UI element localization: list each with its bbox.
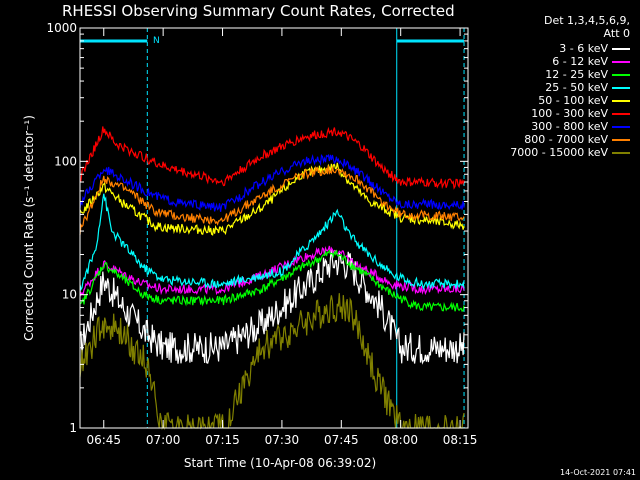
legend-header: Det 1,3,4,5,6,9, Att 0: [543, 14, 630, 40]
legend: 3 - 6 keV 6 - 12 keV 12 - 25 keV 25 - 50 ke…: [478, 42, 634, 159]
legend-label: 7000 - 15000 keV: [510, 146, 608, 159]
x-tick-label-2: 07:15: [205, 433, 240, 447]
legend-swatch: [612, 113, 630, 115]
x-tick-label-1: 07:00: [146, 433, 181, 447]
legend-entry: 25 - 50 keV: [478, 81, 634, 94]
series-line-1: [79, 245, 465, 297]
legend-label: 3 - 6 keV: [559, 42, 608, 55]
legend-swatch: [612, 139, 630, 141]
legend-swatch: [612, 48, 630, 50]
axes: [79, 27, 469, 429]
series-line-6: [79, 153, 465, 212]
series-line-8: [79, 293, 465, 431]
legend-label: 800 - 7000 keV: [524, 133, 608, 146]
x-tick-label-4: 07:45: [324, 433, 359, 447]
legend-label: 12 - 25 keV: [545, 68, 608, 81]
legend-label: 300 - 800 keV: [531, 120, 608, 133]
series-line-3: [79, 193, 465, 292]
legend-entry: 300 - 800 keV: [478, 120, 634, 133]
legend-swatch: [612, 74, 630, 76]
series-line-7: [79, 165, 465, 236]
x-tick-label-0: 06:45: [86, 433, 121, 447]
tick-labels: 06:45 07:00 07:15 07:30 07:45 08:00 08:15 1 10 10…: [46, 21, 477, 447]
legend-entry: 7000 - 15000 keV: [478, 146, 634, 159]
series-line-0: [79, 249, 465, 365]
legend-swatch: [612, 100, 630, 102]
plot-frame: [79, 27, 469, 429]
series-lines: [79, 126, 465, 431]
legend-entry: 100 - 300 keV: [478, 107, 634, 120]
night-label: N: [153, 36, 160, 46]
y-tick-label-3: 1000: [46, 21, 77, 35]
legend-entry: 12 - 25 keV: [478, 68, 634, 81]
legend-swatch: [612, 61, 630, 63]
attenuator-markers: [79, 28, 465, 428]
legend-label: 50 - 100 keV: [538, 94, 608, 107]
legend-entry: 3 - 6 keV: [478, 42, 634, 55]
timestamp-footer: 14-Oct-2021 07:41: [560, 468, 636, 477]
legend-entry: 6 - 12 keV: [478, 55, 634, 68]
x-tick-label-5: 08:00: [383, 433, 418, 447]
y-axis-label: Corrected Count Rate (s⁻¹ detector⁻¹): [22, 115, 36, 341]
x-tick-label-3: 07:30: [265, 433, 300, 447]
legend-entry: 50 - 100 keV: [478, 94, 634, 107]
legend-swatch: [612, 87, 630, 89]
legend-entry: 800 - 7000 keV: [478, 133, 634, 146]
y-tick-label-2: 100: [54, 154, 77, 168]
y-tick-label-0: 1: [69, 421, 77, 435]
legend-label: 25 - 50 keV: [545, 81, 608, 94]
x-axis-label: Start Time (10-Apr-08 06:39:02): [184, 456, 376, 470]
chart-title: RHESSI Observing Summary Count Rates, Co…: [62, 2, 455, 20]
legend-label: 100 - 300 keV: [531, 107, 608, 120]
legend-swatch: [612, 126, 630, 128]
legend-label: 6 - 12 keV: [552, 55, 608, 68]
series-line-5: [79, 126, 465, 190]
legend-swatch: [612, 152, 630, 154]
series-line-4: [79, 162, 465, 236]
y-tick-label-1: 10: [62, 288, 77, 302]
series-line-2: [79, 249, 465, 312]
x-tick-label-6: 08:15: [443, 433, 478, 447]
